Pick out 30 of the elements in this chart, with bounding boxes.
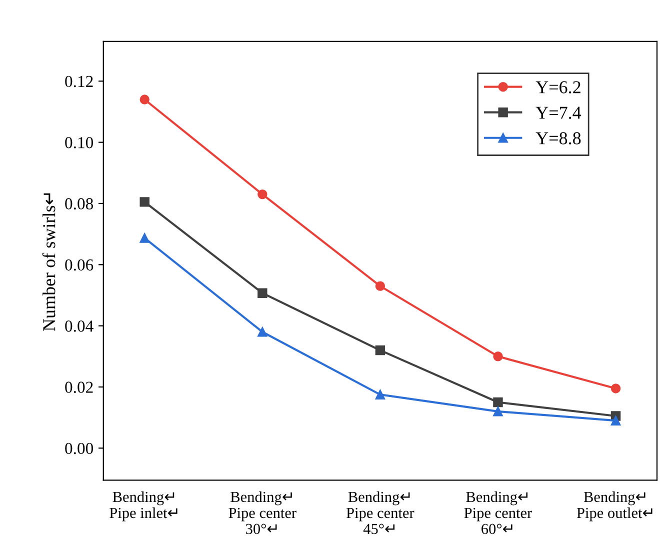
x-tick-label: Bending↵ Pipe center 30°↵ [228, 491, 296, 534]
legend-label: Y=6.2 [536, 81, 580, 94]
legend-label: Y=8.8 [536, 132, 581, 144]
y-tick-label: 0.02 [65, 382, 93, 393]
y-tick-label: 0.12 [65, 76, 93, 88]
y-tick-label: 0.10 [65, 137, 94, 148]
y-axis-title: Number of swirls↵ [42, 193, 56, 332]
x-tick-label: Bending↵ Pipe center 60°↵ [464, 491, 532, 534]
x-tick-label: Bending↵ Pipe inlet↵ [110, 491, 178, 522]
y-tick-label: 0.06 [65, 259, 94, 271]
point [258, 189, 268, 200]
point [375, 390, 386, 400]
point [140, 94, 150, 104]
point [610, 416, 621, 426]
point [258, 288, 268, 298]
point [493, 352, 503, 362]
point [140, 197, 150, 207]
x-tick-label: Bending↵ Pipe outlet↵ [576, 491, 652, 522]
point [493, 406, 503, 416]
y-tick-label: 0.08 [65, 198, 94, 210]
x-tick-label: Bending↵ Pipe center 45°↵ [346, 491, 414, 534]
point [258, 327, 268, 337]
point [375, 281, 386, 291]
point [610, 384, 621, 394]
y-tick-label: 0.04 [65, 320, 94, 332]
point [493, 397, 503, 408]
legend-label: Y=7.4 [536, 106, 582, 119]
point [375, 345, 386, 356]
point [140, 233, 150, 243]
y-tick-label: 0.00 [65, 442, 94, 454]
